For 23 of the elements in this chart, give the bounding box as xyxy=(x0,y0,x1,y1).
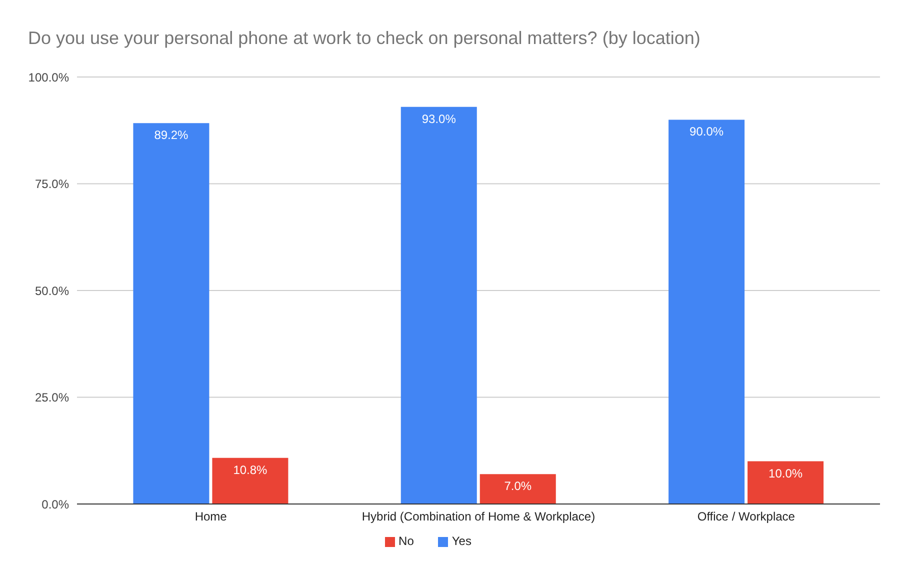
y-tick-label: 75.0% xyxy=(34,177,70,192)
y-tick-label: 0.0% xyxy=(42,497,70,512)
data-label: 93.0% xyxy=(422,112,456,126)
bar xyxy=(480,474,556,504)
legend-label: Yes xyxy=(452,534,472,548)
y-tick-label: 100.0% xyxy=(28,70,70,84)
y-tick-label: 50.0% xyxy=(34,284,70,298)
data-label: 10.0% xyxy=(768,466,803,480)
chart-title: Do you use your personal phone at work to check on personal matters? (by location) xyxy=(28,28,700,49)
x-tick-label: Home xyxy=(194,510,228,524)
data-label: 90.0% xyxy=(690,124,724,139)
x-tick-label: Office / Workplace xyxy=(697,510,796,524)
bar xyxy=(400,106,477,504)
legend-label: No xyxy=(398,534,414,548)
bar xyxy=(133,123,210,504)
bar xyxy=(212,458,288,504)
y-tick-label: 25.0% xyxy=(34,390,70,405)
data-label: 10.8% xyxy=(233,462,268,477)
data-label: 7.0% xyxy=(504,479,532,494)
bar xyxy=(668,120,745,504)
bar xyxy=(748,461,824,504)
x-tick-label: Hybrid (Combination of Home & Workplace) xyxy=(362,510,596,524)
data-label: 89.2% xyxy=(154,128,189,142)
